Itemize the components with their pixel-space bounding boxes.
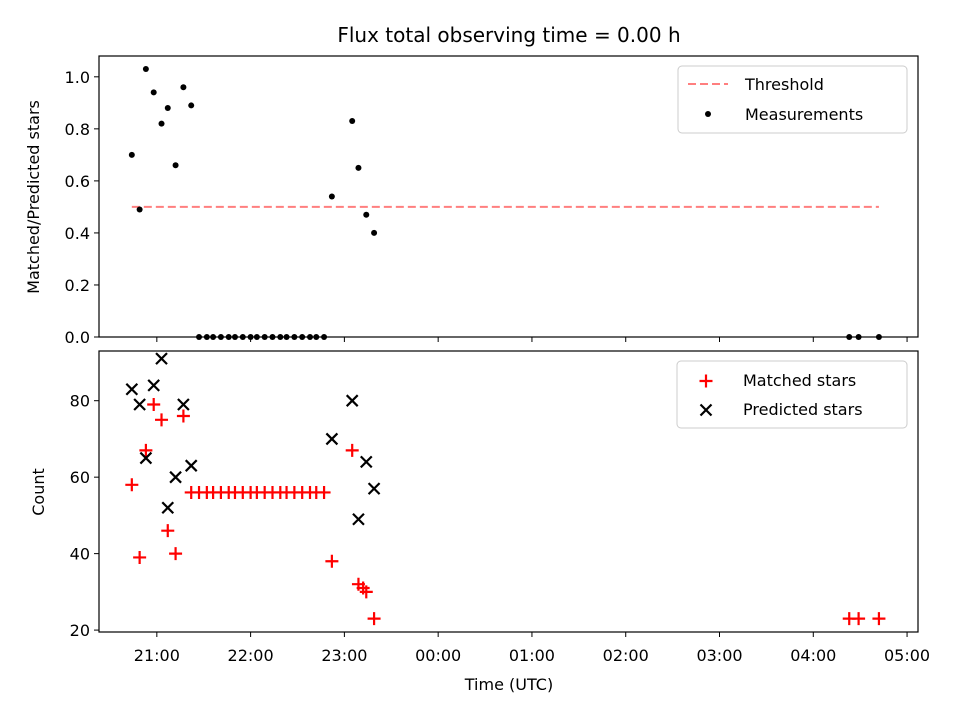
predicted-star-point — [125, 382, 139, 396]
matched-star-point — [325, 554, 339, 568]
matched-star-point — [852, 612, 866, 626]
predicted-star-point — [139, 451, 153, 465]
legend-measurements-swatch — [705, 111, 711, 117]
measurement-point — [142, 66, 149, 73]
predicted-star-point — [359, 455, 373, 469]
legend-predicted-swatch — [699, 403, 713, 417]
measurement-point — [180, 84, 187, 91]
predicted-star-point — [147, 379, 160, 392]
matched-star-point — [125, 478, 139, 492]
bottom-legend: Matched stars Predicted stars — [676, 360, 908, 429]
matched-star-point — [359, 585, 373, 599]
predicted-star-point — [352, 512, 365, 526]
measurement-point — [172, 162, 179, 169]
top-y-tick-label: 1.0 — [65, 68, 90, 87]
measurement-point — [136, 206, 143, 213]
top-y-tick-label: 0.2 — [65, 276, 90, 295]
x-tick-label: 03:00 — [696, 646, 742, 665]
predicted-star-point — [345, 394, 359, 407]
legend-frame — [676, 360, 908, 429]
measurement-point — [188, 102, 195, 109]
top-y-tick-label: 0.0 — [65, 328, 90, 347]
x-tick-label: 23:00 — [321, 646, 367, 665]
top-y-tick-label: 0.4 — [65, 224, 90, 243]
measurement-point — [164, 105, 171, 112]
measurement-point — [371, 229, 378, 236]
predicted-star-point — [367, 482, 381, 495]
x-tick-label: 02:00 — [603, 646, 649, 665]
x-tick-label: 01:00 — [509, 646, 555, 665]
matched-star-point — [345, 443, 359, 457]
x-tick-label: 22:00 — [228, 646, 274, 665]
matched-star-point — [133, 550, 147, 564]
predicted-star-point — [133, 398, 146, 411]
x-tick-label: 21:00 — [134, 646, 180, 665]
predicted-star-point — [155, 352, 168, 365]
top-legend: Threshold Measurements — [677, 65, 908, 134]
x-tick-label: 05:00 — [884, 646, 930, 665]
legend-matched-swatch — [699, 374, 713, 388]
matched-star-point — [147, 398, 161, 412]
x-axis-label: Time (UTC) — [464, 675, 553, 694]
matched-star-point — [139, 443, 153, 457]
measurement-point — [158, 120, 165, 127]
matched-star-point — [176, 409, 190, 423]
top-y-tick-label: 0.6 — [65, 172, 90, 191]
measurement-point — [355, 164, 362, 171]
bottom-y-tick-label: 80 — [70, 392, 90, 411]
predicted-star-point — [177, 398, 190, 411]
predicted-star-point — [184, 459, 198, 472]
bottom-y-axis-label: Count — [29, 468, 48, 516]
predicted-star-point — [161, 501, 175, 515]
bottom-y-tick-label: 40 — [70, 545, 90, 564]
x-tick-label: 00:00 — [415, 646, 461, 665]
legend-threshold-label: Threshold — [744, 75, 824, 94]
matched-star-point — [872, 612, 886, 626]
predicted-star-point — [169, 470, 182, 484]
matched-star-point — [317, 485, 331, 499]
measurement-point — [363, 211, 370, 218]
predicted-star-point — [325, 432, 339, 446]
matched-star-point — [161, 524, 175, 538]
matched-star-point — [155, 413, 169, 427]
x-tick-label: 04:00 — [790, 646, 836, 665]
measurement-point — [128, 151, 135, 158]
legend-measurements-label: Measurements — [745, 105, 863, 124]
bottom-y-tick-label: 60 — [70, 468, 90, 487]
measurement-point — [349, 118, 356, 125]
legend-frame — [677, 65, 908, 134]
chart-title: Flux total observing time = 0.00 h — [337, 23, 680, 47]
bottom-plot-frame — [98, 350, 919, 633]
top-y-tick-label: 0.8 — [65, 120, 90, 139]
top-y-axis-label: Matched/Predicted stars — [24, 100, 43, 294]
bottom-plot-area: 20 40 60 80 21:00 22:00 23:00 00:00 01:00 02:00 03… — [70, 350, 930, 665]
top-plot-frame — [98, 55, 919, 338]
bottom-y-tick-label: 20 — [70, 621, 90, 640]
legend-predicted-label: Predicted stars — [743, 400, 863, 419]
top-plot-area: 0.0 0.2 0.4 0.6 0.8 1.0 Threshold Measurements — [65, 55, 919, 347]
measurement-point — [150, 89, 157, 96]
legend-matched-label: Matched stars — [743, 371, 856, 390]
measurement-point — [328, 193, 335, 200]
matched-star-point — [169, 547, 183, 561]
matched-star-point — [367, 612, 381, 626]
